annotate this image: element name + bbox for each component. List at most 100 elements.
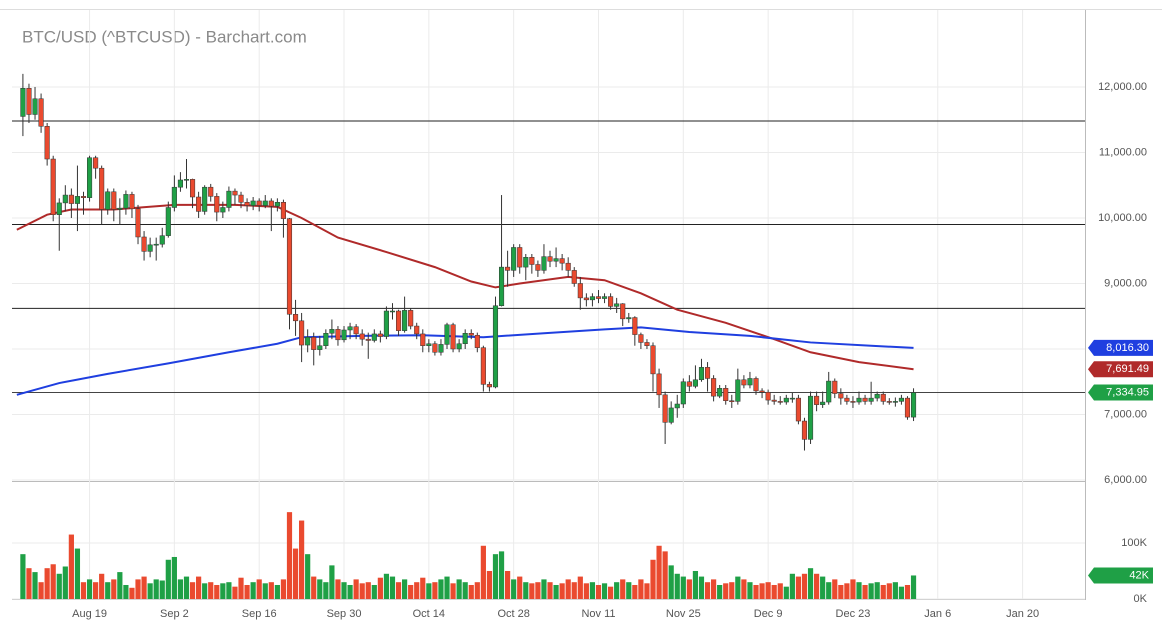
candle-body [232,190,238,196]
volume-bar [402,579,408,599]
x-tick-label: Oct 14 [413,608,445,620]
volume-bar [583,583,589,599]
volume-bar [868,583,874,599]
volume-bar [68,534,74,599]
volume-bar [529,583,535,599]
volume-bar [910,575,917,599]
candle-body [80,196,87,198]
volume-bar [438,579,444,599]
volume-bar [299,520,305,599]
candle-body [771,399,777,402]
candle-body [38,98,44,127]
volume-bar [644,583,650,599]
volume-bar [99,573,105,599]
candle-body [244,202,250,206]
candle-body [492,305,499,388]
candle-body [87,157,93,198]
volume-bar [547,582,553,599]
y-tick-label: 11,000.00 [1099,146,1147,158]
volume-bar [704,582,711,599]
candle-body [438,344,444,353]
volume-bar [395,582,402,599]
volume-bar [111,579,117,599]
candle-body [129,194,135,210]
volume-bar [171,556,177,599]
candle-body [523,257,529,268]
volume-bar [165,559,171,599]
candle-body [650,345,656,375]
volume-bar [577,576,583,599]
candle-body [183,179,190,181]
candle-body [511,247,517,271]
volume-bar [117,572,123,599]
x-tick-label: Dec 23 [836,608,871,620]
volume-bar [880,584,886,599]
candle-body [432,343,438,353]
candle-body [517,247,523,268]
volume-bar [56,573,62,599]
candle-body [347,326,353,331]
candle-body [826,380,832,403]
volume-bar [565,579,571,599]
volume-bar [105,582,111,599]
candle-body [820,401,826,405]
volume-bar [365,582,371,599]
volume-bar [93,582,99,599]
candle-body [498,266,505,307]
volume-bar [595,584,602,599]
candle-body [577,283,583,299]
candle-body [462,333,468,344]
volume-bar [886,583,892,599]
candle-body [238,194,244,203]
candle-body [898,397,904,402]
volume-bar [317,579,323,599]
candle-body [480,347,486,385]
volume-bar [414,582,420,599]
candle-body [111,191,117,210]
ma-tag-bg [1088,339,1153,356]
candle-body [153,243,159,246]
volume-bar [892,582,898,599]
candle-body [268,200,274,207]
candle-body [765,391,771,401]
volume-bar [389,576,396,599]
volume-bar [220,583,226,599]
volume-bar [305,554,311,599]
volume-bar [238,577,244,599]
volume-bar [462,582,468,599]
candle-body [862,397,868,402]
volume-bar [420,577,426,599]
candle-body [32,98,38,115]
volume-bar [650,559,656,599]
volume-bar [141,576,147,599]
volume-bar [813,573,820,599]
volume-bar [232,586,238,599]
volume-bar [159,580,165,599]
candle-body [807,395,814,440]
candle-body [668,407,674,423]
volume-bar [147,583,153,599]
candle-body [395,310,402,331]
volume-bar [468,584,474,599]
y-tick-label: 9,000.00 [1104,277,1147,289]
volume-bar [262,583,268,599]
candle-body [571,270,577,284]
volume-bar [341,582,347,599]
candle-body [698,367,705,381]
volume-bar [256,579,262,599]
candle-body [626,317,632,320]
volume-bar [517,576,523,599]
candle-body [299,320,305,346]
candle-body [74,196,80,204]
candle-body [553,258,559,262]
candle-body [541,256,547,271]
volume-bar [698,576,705,599]
ma-tag-bg [1088,361,1153,378]
volume-bar [571,582,577,599]
volume-bar [50,564,56,599]
volume-tag: 42K [1129,569,1149,581]
x-tick-label: Nov 11 [581,608,615,620]
x-tick-label: Sep 2 [160,608,189,620]
volume-bar [862,584,868,599]
